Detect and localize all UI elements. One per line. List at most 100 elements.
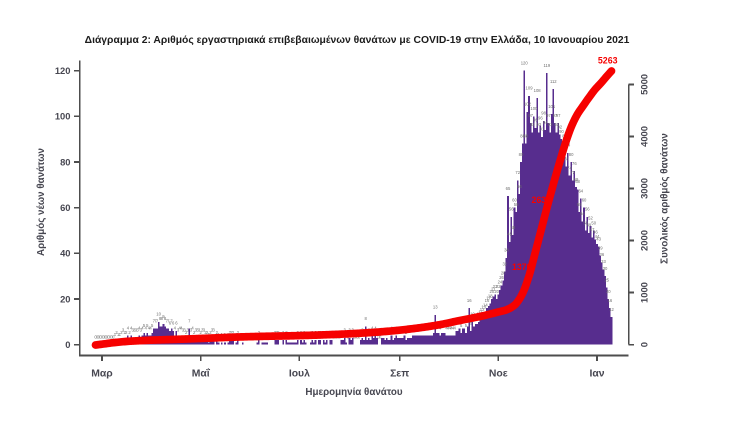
svg-text:5000: 5000 bbox=[639, 74, 650, 95]
svg-text:76: 76 bbox=[572, 161, 577, 166]
svg-text:21: 21 bbox=[491, 286, 496, 291]
svg-text:2: 2 bbox=[206, 330, 209, 335]
svg-text:Διάγραμμα 2: Αριθμός εργαστηρι: Διάγραμμα 2: Αριθμός εργαστηριακά επιβεβ… bbox=[85, 35, 630, 46]
svg-text:5263: 5263 bbox=[598, 55, 618, 65]
svg-text:45: 45 bbox=[507, 232, 512, 237]
svg-text:0: 0 bbox=[112, 334, 115, 339]
svg-text:0: 0 bbox=[379, 334, 382, 339]
svg-text:2: 2 bbox=[115, 330, 118, 335]
svg-text:0: 0 bbox=[65, 339, 70, 350]
svg-text:12: 12 bbox=[480, 307, 485, 312]
svg-text:98: 98 bbox=[541, 111, 546, 116]
svg-text:0: 0 bbox=[639, 342, 650, 347]
svg-text:2: 2 bbox=[258, 330, 261, 335]
svg-text:97: 97 bbox=[556, 113, 561, 118]
svg-text:2: 2 bbox=[199, 330, 202, 335]
svg-text:60: 60 bbox=[512, 197, 517, 202]
svg-text:78: 78 bbox=[564, 156, 569, 161]
svg-text:69: 69 bbox=[574, 177, 579, 182]
svg-text:4: 4 bbox=[449, 325, 452, 330]
svg-text:1: 1 bbox=[119, 332, 122, 337]
svg-text:4: 4 bbox=[450, 325, 453, 330]
svg-text:7: 7 bbox=[156, 318, 159, 323]
svg-text:8: 8 bbox=[164, 316, 167, 321]
svg-text:3: 3 bbox=[135, 328, 138, 333]
svg-text:5: 5 bbox=[460, 323, 463, 328]
svg-text:16: 16 bbox=[485, 298, 490, 303]
svg-text:52: 52 bbox=[588, 216, 593, 221]
svg-text:88: 88 bbox=[523, 134, 528, 139]
svg-text:102: 102 bbox=[524, 102, 532, 107]
svg-text:14: 14 bbox=[483, 302, 488, 307]
svg-text:56: 56 bbox=[509, 207, 514, 212]
svg-text:100: 100 bbox=[55, 111, 71, 122]
svg-text:1: 1 bbox=[114, 332, 117, 337]
svg-text:7: 7 bbox=[167, 318, 170, 323]
svg-text:0: 0 bbox=[377, 334, 380, 339]
svg-text:12: 12 bbox=[609, 307, 614, 312]
svg-text:3: 3 bbox=[190, 328, 193, 333]
svg-text:1370: 1370 bbox=[512, 262, 532, 272]
svg-text:6: 6 bbox=[470, 321, 473, 326]
svg-text:32: 32 bbox=[502, 261, 507, 266]
svg-text:5: 5 bbox=[151, 323, 154, 328]
svg-text:4000: 4000 bbox=[639, 126, 650, 147]
svg-text:2: 2 bbox=[120, 330, 123, 335]
svg-text:50: 50 bbox=[591, 220, 596, 225]
svg-text:30: 30 bbox=[603, 266, 608, 271]
svg-text:90: 90 bbox=[559, 129, 564, 134]
svg-text:112: 112 bbox=[550, 79, 557, 84]
svg-text:0: 0 bbox=[104, 334, 107, 339]
svg-text:3: 3 bbox=[136, 328, 139, 333]
svg-text:2: 2 bbox=[237, 330, 240, 335]
svg-text:16: 16 bbox=[467, 298, 472, 303]
svg-text:0: 0 bbox=[98, 334, 101, 339]
svg-text:97: 97 bbox=[553, 113, 558, 118]
svg-text:Ιουλ: Ιουλ bbox=[289, 369, 310, 380]
svg-text:Σεπ: Σεπ bbox=[390, 369, 409, 380]
svg-text:20: 20 bbox=[606, 289, 611, 294]
svg-text:7: 7 bbox=[166, 318, 169, 323]
svg-text:17: 17 bbox=[486, 296, 491, 301]
svg-text:66: 66 bbox=[517, 184, 522, 189]
svg-text:22: 22 bbox=[493, 284, 498, 289]
svg-text:3: 3 bbox=[201, 328, 204, 333]
svg-text:8: 8 bbox=[364, 316, 367, 321]
svg-text:9: 9 bbox=[162, 314, 165, 319]
svg-text:38: 38 bbox=[504, 248, 509, 253]
svg-text:60: 60 bbox=[60, 202, 70, 213]
svg-text:4: 4 bbox=[180, 325, 183, 330]
svg-text:108: 108 bbox=[534, 88, 542, 93]
svg-text:4: 4 bbox=[452, 325, 455, 330]
svg-text:120: 120 bbox=[55, 65, 71, 76]
svg-text:4: 4 bbox=[174, 325, 177, 330]
svg-text:54: 54 bbox=[580, 211, 585, 216]
svg-text:80: 80 bbox=[569, 152, 574, 157]
svg-text:1000: 1000 bbox=[639, 282, 650, 303]
svg-text:28: 28 bbox=[501, 270, 506, 275]
svg-text:2: 2 bbox=[232, 330, 235, 335]
svg-text:0: 0 bbox=[102, 334, 105, 339]
svg-text:46: 46 bbox=[593, 229, 598, 234]
svg-text:7: 7 bbox=[153, 318, 156, 323]
svg-text:Μαΐ: Μαΐ bbox=[192, 368, 211, 380]
svg-text:2: 2 bbox=[216, 330, 219, 335]
svg-text:80: 80 bbox=[519, 152, 524, 157]
svg-text:58: 58 bbox=[514, 202, 519, 207]
svg-text:64: 64 bbox=[578, 188, 583, 193]
svg-text:3: 3 bbox=[122, 328, 125, 333]
svg-text:18: 18 bbox=[488, 293, 493, 298]
svg-text:91: 91 bbox=[540, 127, 545, 132]
svg-text:20: 20 bbox=[490, 289, 495, 294]
svg-text:11: 11 bbox=[478, 309, 483, 314]
svg-text:93: 93 bbox=[554, 122, 559, 127]
svg-text:3: 3 bbox=[182, 328, 185, 333]
svg-text:26: 26 bbox=[499, 275, 504, 280]
svg-text:4: 4 bbox=[141, 325, 144, 330]
svg-text:4: 4 bbox=[149, 325, 152, 330]
svg-text:5: 5 bbox=[465, 323, 468, 328]
svg-text:39: 39 bbox=[598, 245, 603, 250]
svg-text:0: 0 bbox=[99, 334, 102, 339]
svg-text:100: 100 bbox=[530, 106, 538, 111]
svg-text:3: 3 bbox=[203, 328, 206, 333]
